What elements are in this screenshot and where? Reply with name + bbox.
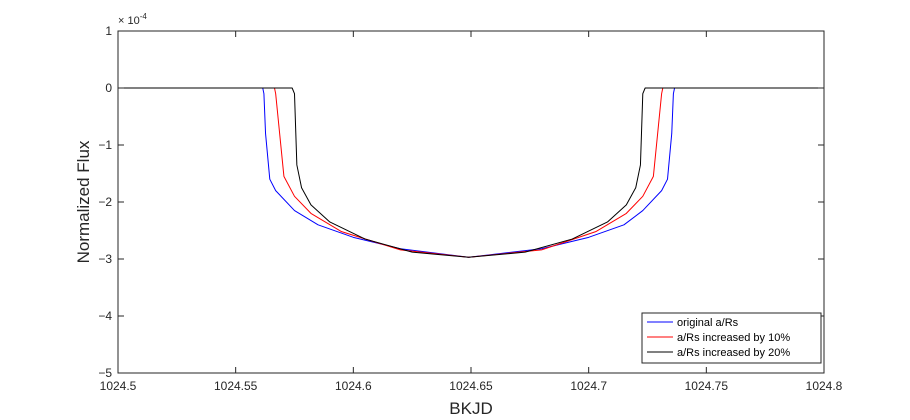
series-line-2	[118, 87, 824, 258]
y-tick-label: −5	[98, 366, 112, 380]
legend-label: a/Rs increased by 10%	[677, 332, 790, 344]
y-tick-label: −4	[98, 309, 112, 323]
x-tick-label: 1024.5	[100, 379, 137, 393]
x-tick-label: 1024.75	[685, 379, 729, 393]
x-tick-label: 1024.6	[335, 379, 372, 393]
x-tick-label: 1024.8	[806, 379, 843, 393]
y-multiplier-exponent: -4	[140, 12, 148, 21]
y-tick-label: −1	[98, 138, 112, 152]
y-tick-label: −2	[98, 195, 112, 209]
y-tick-label: −3	[98, 252, 112, 266]
x-axis-ticks: 1024.5 1024.55 1024.6 1024.65 1024.7 1024.75 1…	[100, 31, 843, 393]
x-tick-label: 1024.7	[570, 379, 607, 393]
x-axis-title: BKJD	[449, 399, 492, 418]
legend: original a/Rs a/Rs increased by 10% a/Rs i…	[641, 312, 822, 364]
series-line-3	[118, 87, 824, 258]
y-axis-title: Normalized Flux	[74, 140, 93, 263]
y-axis-ticks: 1 0 −1 −2 −3 −4 −5	[98, 24, 824, 380]
x-tick-label: 1024.55	[214, 379, 258, 393]
y-tick-label: 1	[105, 24, 112, 38]
series-lines	[118, 87, 824, 258]
y-axis-multiplier: × 10-4	[118, 12, 147, 27]
series-line-1	[118, 87, 824, 258]
x-tick-label: 1024.65	[449, 379, 493, 393]
y-tick-label: 0	[105, 81, 112, 95]
y-multiplier-base: × 10	[118, 15, 140, 27]
legend-label: original a/Rs	[677, 317, 739, 329]
legend-box	[641, 312, 822, 364]
legend-label: a/Rs increased by 20%	[677, 347, 790, 359]
